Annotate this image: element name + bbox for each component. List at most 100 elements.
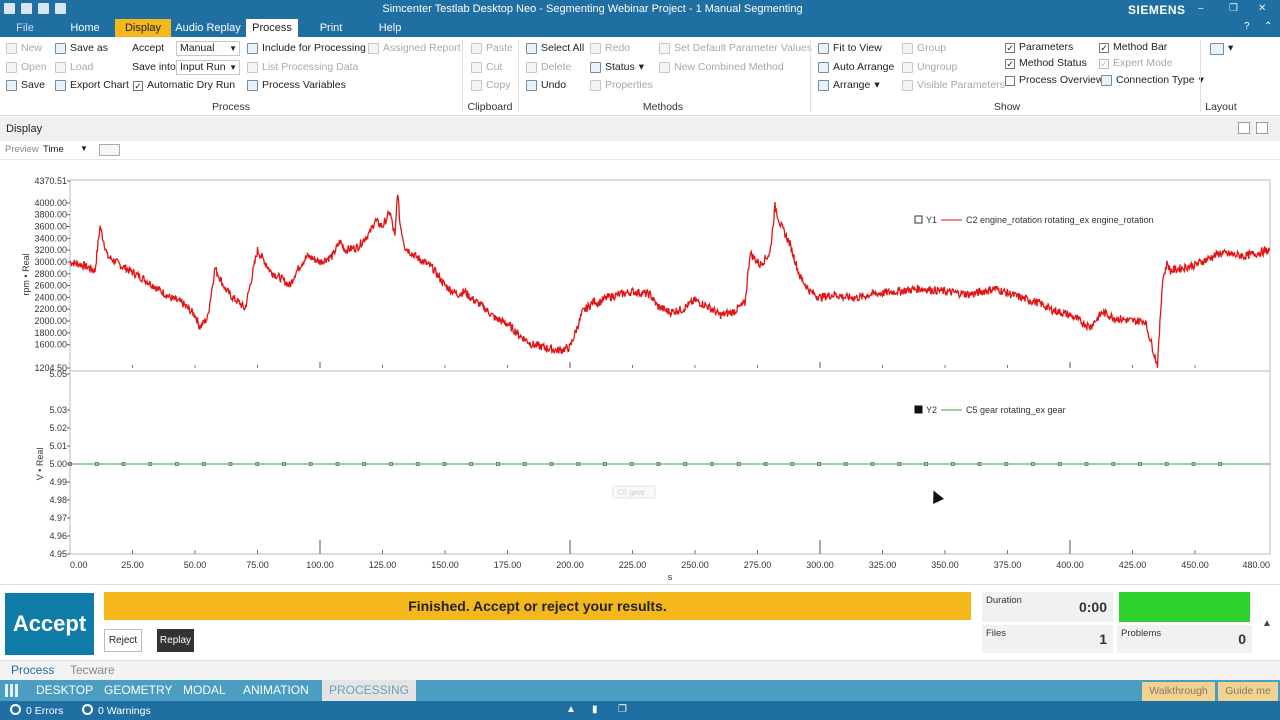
split-view-icon[interactable] <box>1238 122 1250 134</box>
redo-button[interactable]: Redo <box>590 41 630 56</box>
save-icon[interactable] <box>38 3 49 14</box>
ungroup-icon <box>902 62 913 73</box>
select-all-button[interactable]: Select All <box>526 41 584 56</box>
workflow-animation[interactable]: ANIMATION <box>243 683 309 697</box>
layout-dropdown[interactable]: ▾ <box>1210 41 1233 56</box>
expert-mode-checkbox[interactable]: ✓ Expert Mode <box>1099 57 1173 69</box>
close-button[interactable]: ✕ <box>1258 3 1267 14</box>
grid-icon[interactable] <box>5 684 19 697</box>
paste-icon <box>471 43 482 54</box>
tab-process-workspace[interactable]: Process <box>11 663 55 677</box>
problems-label: Problems <box>1121 628 1162 639</box>
checkbox-checked: ✓ <box>133 80 143 91</box>
save-as-button[interactable]: Save as <box>55 41 108 56</box>
add-display-icon[interactable] <box>99 144 120 156</box>
new-project-icon[interactable] <box>21 3 32 14</box>
minimize-button[interactable]: – <box>1198 3 1204 14</box>
fit-to-view-button[interactable]: Fit to View <box>818 41 882 56</box>
tab-process[interactable]: Process <box>246 19 298 37</box>
chevron-down-icon[interactable]: ▼ <box>80 144 88 153</box>
load-button[interactable]: Load <box>55 60 93 75</box>
app-icon[interactable] <box>4 3 15 14</box>
divider <box>810 40 811 112</box>
new-combined-method-button[interactable]: New Combined Method <box>659 60 784 75</box>
tab-audio-replay[interactable]: Audio Replay <box>175 22 241 34</box>
tab-home[interactable]: Home <box>70 22 100 34</box>
replay-button[interactable]: Replay <box>157 629 194 652</box>
errors-count[interactable]: 0 Errors <box>10 704 63 717</box>
group-icon <box>902 43 913 54</box>
process-overview-checkbox[interactable]: Process Overview <box>1005 73 1104 88</box>
y-tick-label: 3000.00 <box>34 257 67 267</box>
include-for-processing-button[interactable]: Include for Processing <box>247 41 366 56</box>
auto-arrange-button[interactable]: Auto Arrange <box>818 60 894 75</box>
new-button[interactable]: New <box>6 41 42 56</box>
workflow-processing[interactable]: PROCESSING <box>322 680 417 701</box>
parameters-checkbox[interactable]: ✓ Parameters <box>1005 41 1074 53</box>
save-into-select[interactable]: Input Run ▼ <box>176 60 240 75</box>
chevron-down-icon: ▾ <box>1228 42 1234 54</box>
process-variables-button[interactable]: Process Variables <box>247 78 346 93</box>
copy-panel-icon[interactable]: ❐ <box>618 704 627 715</box>
domain-select[interactable]: Time <box>43 144 64 155</box>
undo-button[interactable]: Undo <box>526 78 566 93</box>
series-gear-marker <box>201 462 206 466</box>
restore-button[interactable]: ❐ <box>1229 3 1238 14</box>
workflow-geometry[interactable]: GEOMETRY <box>104 683 173 697</box>
series-gear-marker <box>683 462 688 466</box>
checkbox-checked: ✓ <box>1099 58 1109 69</box>
print-icon[interactable] <box>55 3 66 14</box>
export-chart-button[interactable]: Export Chart <box>55 78 129 93</box>
files-value: 1 <box>1099 631 1107 647</box>
group-button[interactable]: Group <box>902 41 946 56</box>
save-button[interactable]: Save <box>6 78 45 93</box>
method-bar-checkbox[interactable]: ✓ Method Bar <box>1099 41 1168 53</box>
status-dropdown[interactable]: Status ▾ <box>590 60 644 75</box>
method-status-checkbox[interactable]: ✓ Method Status <box>1005 57 1087 69</box>
walkthrough-button[interactable]: Walkthrough <box>1142 682 1215 701</box>
y-tick-label: 2400.00 <box>34 292 67 302</box>
y-tick-label: 3400.00 <box>34 233 67 243</box>
cut-button[interactable]: Cut <box>471 60 502 75</box>
properties-button[interactable]: Properties <box>590 78 653 93</box>
panel-toggle-icon[interactable] <box>1256 122 1268 134</box>
open-button[interactable]: Open <box>6 60 47 75</box>
tab-display[interactable]: Display <box>115 19 171 37</box>
copy-button[interactable]: Copy <box>471 78 511 93</box>
warnings-count[interactable]: 0 Warnings <box>82 704 151 717</box>
arrange-dropdown[interactable]: Arrange ▾ <box>818 78 880 93</box>
delete-button[interactable]: Delete <box>526 60 571 75</box>
scroll-up-icon[interactable]: ▲ <box>1262 618 1272 629</box>
tab-tecware[interactable]: Tecware <box>70 663 115 677</box>
accept-button[interactable]: Accept <box>5 593 94 655</box>
paste-button[interactable]: Paste <box>471 41 513 56</box>
series-gear-marker <box>228 462 233 466</box>
accept-mode-select[interactable]: Manual ▼ <box>176 41 240 56</box>
visible-parameters-button[interactable]: Visible Parameters <box>902 78 1005 93</box>
guide-me-button[interactable]: Guide me <box>1218 682 1278 701</box>
y-tick-label: 1204.50 <box>34 363 67 373</box>
automatic-dry-run-checkbox[interactable]: ✓ Automatic Dry Run <box>133 79 236 91</box>
tab-file[interactable]: File <box>16 22 34 34</box>
y-tick-label: 2800.00 <box>34 269 67 279</box>
collapse-ribbon-icon[interactable]: ⌃ <box>1264 21 1273 32</box>
y-tick-label: 3600.00 <box>34 222 67 232</box>
workflow-modal[interactable]: MODAL <box>183 683 226 697</box>
assigned-report-button[interactable]: Assigned Report <box>368 41 461 56</box>
connection-type-dropdown[interactable]: Connection Type ▾ <box>1101 73 1204 88</box>
files-box: Files 1 <box>982 625 1113 653</box>
ungroup-button[interactable]: Ungroup <box>902 60 957 75</box>
reject-button[interactable]: Reject <box>104 629 142 652</box>
series-gear-marker <box>469 462 474 466</box>
tab-help[interactable]: Help <box>378 22 402 34</box>
divider <box>462 40 463 112</box>
set-default-parameter-values-button[interactable]: Set Default Parameter Values <box>659 41 812 56</box>
expand-icon[interactable]: ▲ <box>566 704 576 715</box>
y-axis-label: V • Real <box>35 448 45 481</box>
list-processing-data-button[interactable]: List Processing Data <box>247 60 358 75</box>
workflow-desktop[interactable]: DESKTOP <box>36 683 94 697</box>
tab-print[interactable]: Print <box>319 22 343 34</box>
trash-icon[interactable]: ▮ <box>592 704 598 715</box>
help-icon[interactable]: ? <box>1244 21 1250 32</box>
